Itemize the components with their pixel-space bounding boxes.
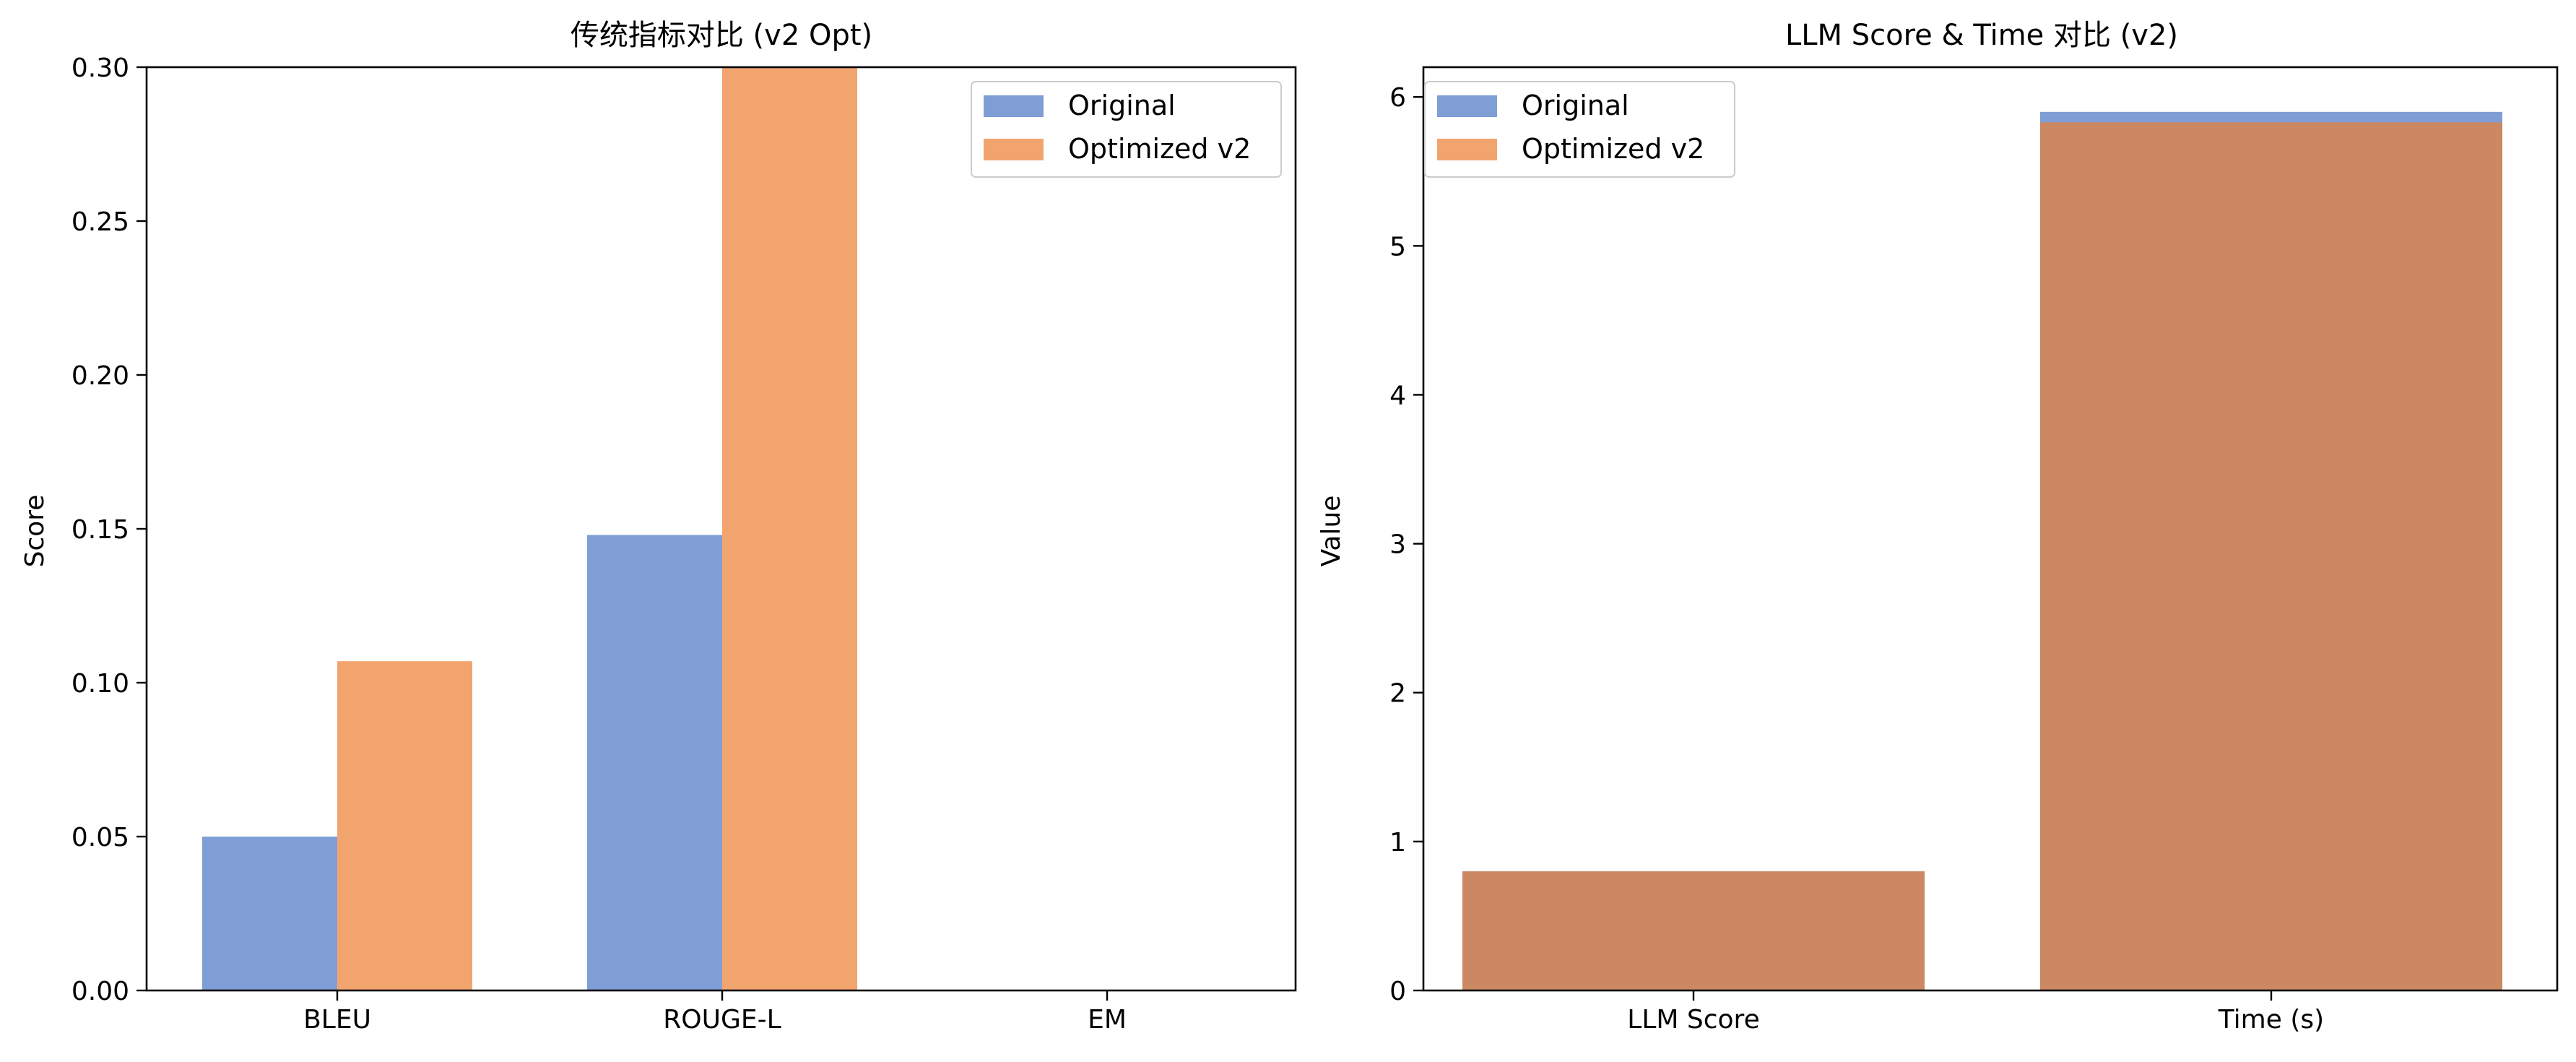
chart-2-legend-label-original: Original [1522,90,1629,121]
chart-1-bar-optimized-v2-rouge-l [722,67,857,990]
chart-1-legend-swatch-original [984,95,1044,117]
chart-1-legend-label-original: Original [1068,90,1176,121]
chart-2-legend-swatch-original [1437,95,1497,117]
chart-1-ylabel: Score [20,495,50,568]
chart-1-bar-original-rouge-l [587,535,722,990]
chart-1-title: 传统指标对比 (v2 Opt) [571,19,872,52]
chart-2-title: LLM Score & Time 对比 (v2) [1785,19,2178,52]
chart-2-legend-label-optimized: Optimized v2 [1522,133,1704,165]
chart-2-xtick-label: LLM Score [1627,1005,1759,1035]
chart-2-ytick-label: 3 [1389,530,1406,560]
chart-2-ytick-label: 6 [1389,83,1406,113]
chart-2-ylabel: Value [1317,496,1346,567]
chart-2-legend: Original Optimized v2 [1424,81,1735,178]
chart-1-xtick-label: EM [1088,1005,1127,1035]
chart-1-ytick-label: 0.25 [71,207,129,237]
chart-1-ytick-label: 0.20 [71,361,129,391]
chart-1-plot-frame [145,66,1297,992]
chart-1-ytick-label: 0.15 [71,515,129,545]
chart-1-xtick-label: ROUGE-L [663,1005,781,1035]
chart-2-legend-swatch-optimized [1437,139,1497,160]
chart-1-ytick-label: 0.05 [71,823,129,852]
chart-1-ytick-label: 0.30 [71,53,129,83]
chart-1-bar-optimized-v2-bleu [337,661,472,990]
chart-2-plot-frame [1422,66,2559,992]
chart-2-bar-optimized-v2-time-s- [2040,122,2502,991]
chart-1-ytick-label: 0.10 [71,669,129,699]
chart-2-legend-box [1424,81,1735,178]
chart-2-ytick-label: 5 [1389,232,1406,262]
chart-2-ytick-label: 4 [1389,381,1406,410]
chart-2-ytick-label: 1 [1389,828,1406,858]
chart-1-legend-swatch-optimized [984,139,1044,160]
chart-1-ytick-label: 0.00 [71,977,129,1006]
chart-traditional-metrics: 传统指标对比 (v2 Opt) Score 0.00 0.05 0.10 0.15 0.… [20,19,1297,1035]
chart-2-ytick-label: 2 [1389,679,1406,709]
chart-1-xtick-label: BLEU [303,1005,371,1035]
chart-1-bar-original-bleu [202,837,337,990]
chart-1-legend-box [971,81,1282,178]
chart-2-xtick-label: Time (s) [2218,1005,2324,1035]
chart-2-bar-optimized-v2-llm-score [1462,871,1925,990]
chart-1-legend-label-optimized: Optimized v2 [1068,133,1251,165]
chart-1-legend: Original Optimized v2 [971,81,1282,178]
chart-2-ytick-label: 0 [1389,977,1406,1006]
chart-llm-score-time: LLM Score & Time 对比 (v2) Value 0 1 2 3 4 5 6 LL… [1317,19,2559,1035]
